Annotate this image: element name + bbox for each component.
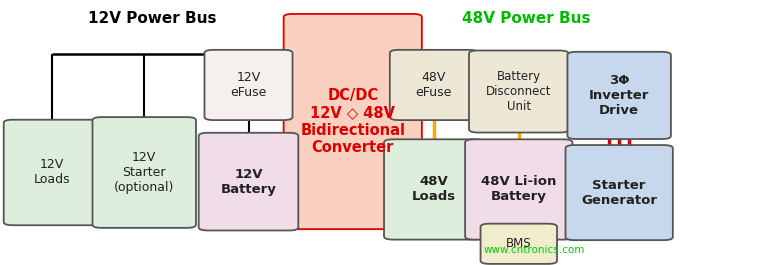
Text: 3Φ
Inverter
Drive: 3Φ Inverter Drive <box>589 74 649 117</box>
Text: 48V
Loads: 48V Loads <box>412 175 456 204</box>
Text: BMS: BMS <box>506 237 532 250</box>
Text: 12V
Starter
(optional): 12V Starter (optional) <box>114 151 174 194</box>
FancyBboxPatch shape <box>469 51 569 132</box>
FancyBboxPatch shape <box>198 133 298 231</box>
Text: 48V Power Bus: 48V Power Bus <box>462 11 591 25</box>
FancyBboxPatch shape <box>567 52 671 139</box>
FancyBboxPatch shape <box>390 50 478 120</box>
Text: 12V
Loads: 12V Loads <box>33 158 70 187</box>
FancyBboxPatch shape <box>465 139 573 240</box>
Text: Battery
Disconnect
Unit: Battery Disconnect Unit <box>486 70 552 113</box>
Text: 48V Li-ion
Battery: 48V Li-ion Battery <box>481 175 556 204</box>
FancyBboxPatch shape <box>4 120 99 225</box>
FancyBboxPatch shape <box>480 224 557 264</box>
Text: DC/DC
12V ◇ 48V
Bidirectional
Converter: DC/DC 12V ◇ 48V Bidirectional Converter <box>300 88 405 155</box>
Text: Starter
Generator: Starter Generator <box>581 179 657 207</box>
FancyBboxPatch shape <box>566 145 673 240</box>
Text: 48V
eFuse: 48V eFuse <box>415 71 452 99</box>
FancyBboxPatch shape <box>384 139 484 240</box>
FancyBboxPatch shape <box>205 50 292 120</box>
FancyBboxPatch shape <box>92 117 196 228</box>
Text: 12V
eFuse: 12V eFuse <box>230 71 267 99</box>
Text: 12V
Battery: 12V Battery <box>221 168 277 196</box>
Text: 12V Power Bus: 12V Power Bus <box>88 11 216 25</box>
FancyBboxPatch shape <box>284 14 422 229</box>
Text: www.cntronics.com: www.cntronics.com <box>484 245 585 255</box>
